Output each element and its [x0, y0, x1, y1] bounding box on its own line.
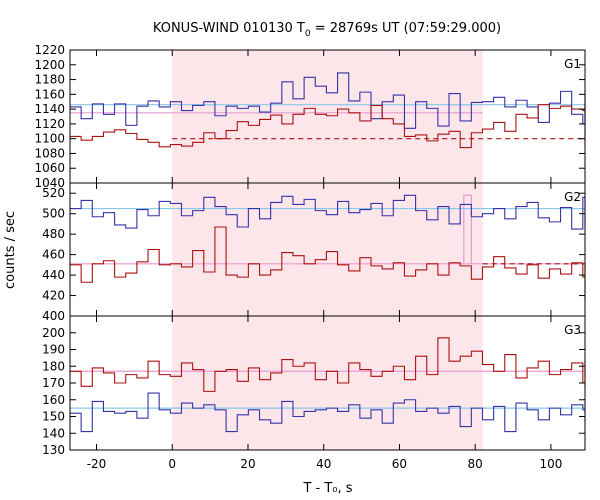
panels-group: 1040106010801100112011401160118012001220…	[34, 43, 586, 471]
y-tick-label: 1200	[34, 58, 65, 72]
y-axis-label: counts / sec	[3, 211, 18, 289]
y-tick-label: 440	[42, 268, 65, 282]
x-tick-label: -20	[87, 457, 107, 471]
y-tick-label: 1080	[34, 146, 65, 160]
x-tick-label: 80	[468, 457, 483, 471]
y-tick-label: 200	[42, 326, 65, 340]
y-tick-label: 170	[42, 376, 65, 390]
shaded-interval	[172, 183, 483, 316]
y-tick-label: 150	[42, 410, 65, 424]
y-tick-label: 180	[42, 359, 65, 373]
y-tick-label: 400	[42, 309, 65, 323]
y-tick-label: 1040	[34, 176, 65, 190]
x-tick-label: 60	[392, 457, 407, 471]
y-tick-label: 140	[42, 426, 65, 440]
y-tick-label: 1120	[34, 117, 65, 131]
y-tick-label: 1060	[34, 161, 65, 175]
panel-g3: 130 140 150 160 170 180 190 200 -20 0 20 40 60 80 100 G…	[42, 315, 586, 471]
panel-label: G1	[564, 57, 581, 71]
y-tick-label: 1140	[34, 102, 65, 116]
y-tick-label: 520	[42, 186, 65, 200]
pink-spike	[463, 194, 472, 264]
y-tick-label: 500	[42, 207, 65, 221]
shaded-interval	[172, 316, 483, 450]
y-tick-label: 460	[42, 248, 65, 262]
panel-g2: 400 420 440 460 480 500 520 G2	[42, 182, 586, 323]
y-tick-label: 1220	[34, 43, 65, 57]
y-tick-label: 160	[42, 393, 65, 407]
x-tick-label: 0	[168, 457, 176, 471]
chart-title: KONUS-WIND 010130 T0 = 28769s UT (07:59:…	[153, 21, 501, 39]
y-tick-label: 190	[42, 343, 65, 357]
x-tick-label: 40	[316, 457, 331, 471]
y-tick-label: 1100	[34, 132, 65, 146]
panel-label: G3	[564, 323, 581, 337]
shaded-interval	[172, 50, 483, 183]
y-tick-label: 1180	[34, 73, 65, 87]
panel-g1: 1040106010801100112011401160118012001220…	[34, 43, 586, 190]
y-tick-label: 480	[42, 227, 65, 241]
panel-label: G2	[564, 190, 581, 204]
y-tick-label: 1160	[34, 87, 65, 101]
x-axis-label: T - T₀, s	[302, 481, 352, 496]
x-tick-label: 20	[240, 457, 255, 471]
y-tick-label: 130	[42, 443, 65, 457]
x-tick-label: 100	[539, 457, 562, 471]
y-tick-label: 420	[42, 289, 65, 303]
